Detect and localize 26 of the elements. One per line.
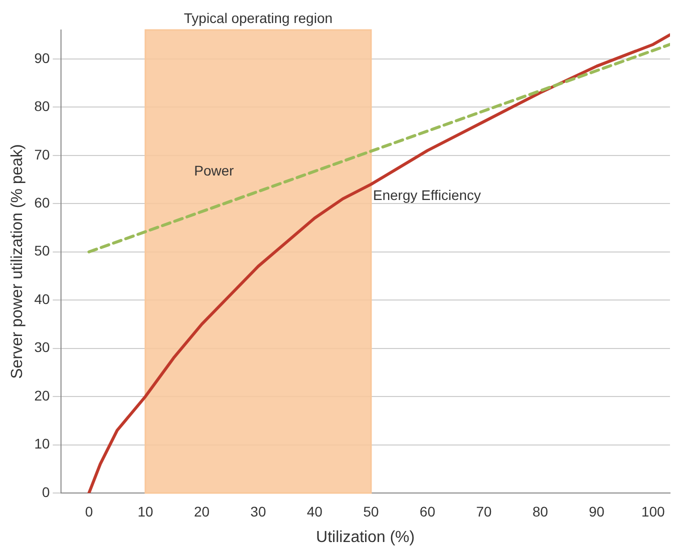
y-tick-label: 80: [34, 98, 50, 114]
x-tick-label: 80: [532, 503, 548, 520]
x-axis-title: Utilization (%): [316, 528, 415, 546]
x-tick-label: 70: [476, 503, 492, 520]
x-tick-label: 0: [85, 503, 94, 520]
y-tick-label: 0: [42, 484, 50, 500]
x-tick-label: 20: [194, 503, 210, 520]
series-label: Energy Efficiency: [373, 187, 481, 204]
band-label: Typical operating region: [184, 10, 333, 26]
x-tick-label: 60: [420, 503, 436, 520]
x-tick-label: 90: [588, 503, 605, 520]
y-tick-label: 60: [34, 194, 50, 210]
y-tick-label: 10: [34, 436, 50, 452]
y-tick-label: 30: [34, 339, 50, 356]
y-tick-label: 20: [34, 387, 50, 404]
y-tick-label: 90: [34, 50, 50, 66]
y-axis-title: Server power utilization (% peak): [9, 144, 26, 379]
x-tick-label: 30: [250, 503, 266, 520]
x-tick-label: 10: [138, 503, 154, 520]
x-tick-label: 50: [363, 503, 380, 520]
y-tick-label: 40: [34, 290, 50, 307]
y-tick-label: 50: [34, 242, 50, 259]
y-tick-label: 70: [34, 146, 50, 162]
series-label: Power: [194, 162, 234, 179]
x-tick-label: 40: [306, 503, 323, 520]
x-tick-label: 100: [641, 503, 665, 520]
